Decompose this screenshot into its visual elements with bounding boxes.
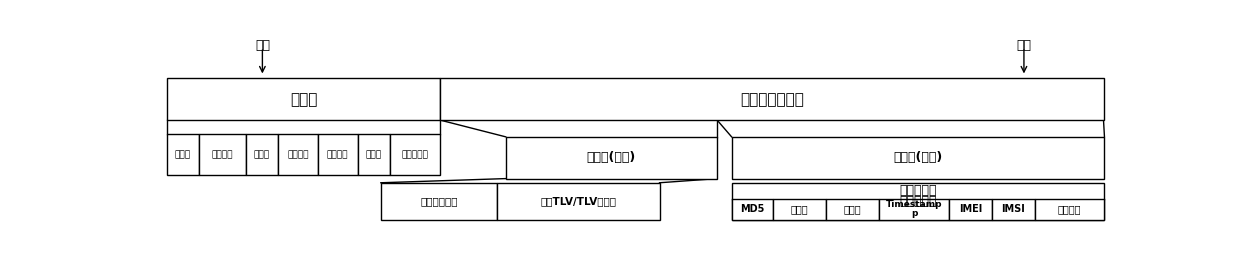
Bar bbox=[992, 199, 1034, 220]
Text: p: p bbox=[911, 209, 918, 218]
Bar bbox=[879, 199, 950, 220]
Bar bbox=[246, 134, 278, 175]
Bar bbox=[317, 134, 357, 175]
Bar bbox=[440, 78, 1104, 120]
Bar bbox=[732, 199, 773, 220]
Bar bbox=[381, 183, 497, 220]
Bar bbox=[389, 134, 440, 175]
Bar bbox=[773, 199, 826, 220]
Text: 摘要体(可选): 摘要体(可选) bbox=[893, 151, 942, 164]
Text: 协议版本: 协议版本 bbox=[288, 150, 309, 159]
Text: IMSI: IMSI bbox=[1002, 204, 1025, 214]
Text: 安全标识: 安全标识 bbox=[327, 150, 348, 159]
Bar bbox=[732, 183, 1105, 220]
Text: 报文体（可选）: 报文体（可选） bbox=[740, 92, 804, 107]
Text: 起始: 起始 bbox=[255, 39, 270, 52]
Text: IMEI: IMEI bbox=[959, 204, 982, 214]
Bar bbox=[732, 137, 1105, 179]
Bar bbox=[497, 183, 660, 220]
Text: 固定参数部分: 固定参数部分 bbox=[420, 196, 458, 207]
Text: 总长度: 总长度 bbox=[175, 150, 191, 159]
Text: 摘要值计算: 摘要值计算 bbox=[899, 184, 936, 197]
Text: 流水号: 流水号 bbox=[254, 150, 270, 159]
Text: 接入密码: 接入密码 bbox=[1058, 204, 1081, 214]
Text: 命令代码: 命令代码 bbox=[212, 150, 233, 159]
Text: 保留字: 保留字 bbox=[366, 150, 382, 159]
Bar bbox=[198, 134, 246, 175]
Bar bbox=[357, 134, 389, 175]
Text: Timestamp: Timestamp bbox=[887, 200, 942, 209]
Text: 结束: 结束 bbox=[1017, 39, 1032, 52]
Bar bbox=[506, 137, 717, 179]
Text: 可变TLV/TLV组部分: 可变TLV/TLV组部分 bbox=[541, 196, 616, 207]
Text: 终端序列号: 终端序列号 bbox=[402, 150, 429, 159]
Text: 报文头: 报文头 bbox=[290, 92, 317, 107]
Bar bbox=[826, 199, 879, 220]
Text: 内容体: 内容体 bbox=[844, 204, 862, 214]
Text: MD5: MD5 bbox=[740, 204, 764, 214]
Text: 内容体(可选): 内容体(可选) bbox=[587, 151, 636, 164]
Text: 报文头: 报文头 bbox=[791, 204, 808, 214]
Bar bbox=[950, 199, 992, 220]
Bar bbox=[278, 134, 317, 175]
Bar bbox=[1034, 199, 1105, 220]
Text: 摘要值计算: 摘要值计算 bbox=[899, 195, 936, 208]
Bar bbox=[166, 134, 198, 175]
Bar bbox=[166, 78, 440, 120]
